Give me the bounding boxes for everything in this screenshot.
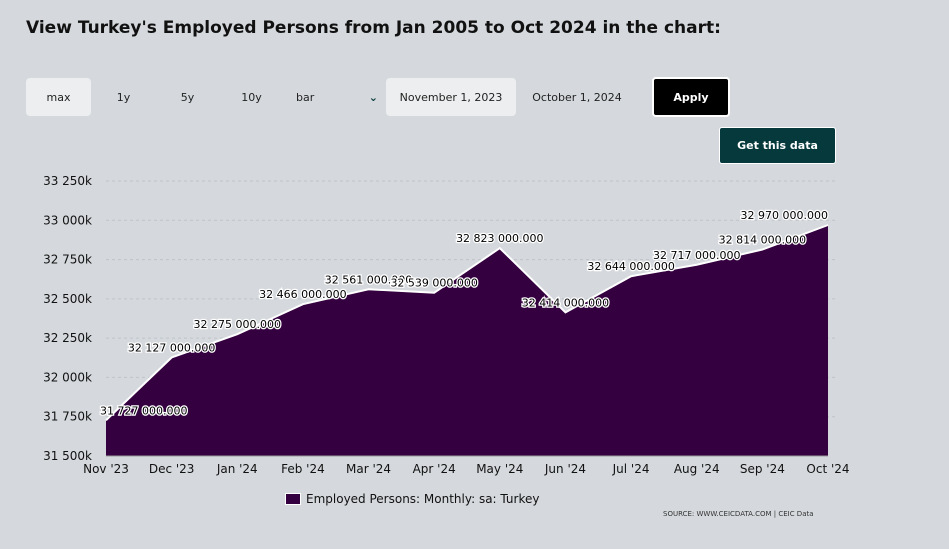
data-label: 31 727 000.000 [100, 404, 187, 417]
x-tick-label: Jan '24 [216, 462, 258, 476]
area-series [106, 225, 828, 456]
y-tick-label: 31 750k [43, 410, 92, 424]
x-tick-label: Nov '23 [83, 462, 129, 476]
x-tick-label: Dec '23 [149, 462, 195, 476]
y-tick-label: 32 250k [43, 331, 92, 345]
range-max-button[interactable]: max [26, 78, 91, 116]
data-label: 32 970 000.000 [741, 209, 828, 222]
chart-type-value: bar [296, 90, 315, 104]
start-date-input[interactable]: November 1, 2023 [386, 78, 516, 116]
range-10y-button[interactable]: 10y [241, 90, 262, 104]
x-tick-label: Oct '24 [806, 462, 849, 476]
page-title: View Turkey's Employed Persons from Jan … [26, 18, 721, 38]
get-this-data-button[interactable]: Get this data [719, 127, 836, 164]
y-tick-label: 32 750k [43, 253, 92, 267]
data-label: 32 414 000.000 [522, 296, 609, 309]
source-note: SOURCE: WWW.CEICDATA.COM | CEIC Data [663, 510, 814, 518]
y-tick-label: 31 500k [43, 449, 92, 463]
x-tick-label: May '24 [476, 462, 523, 476]
x-tick-label: Sep '24 [740, 462, 785, 476]
data-label: 32 814 000.000 [719, 234, 806, 247]
legend-label: Employed Persons: Monthly: sa: Turkey [306, 492, 540, 506]
data-label: 32 717 000.000 [653, 249, 740, 262]
x-tick-label: Mar '24 [346, 462, 391, 476]
x-tick-label: Jul '24 [612, 462, 650, 476]
range-1y-button[interactable]: 1y [116, 90, 131, 104]
data-label: 32 539 000.000 [390, 277, 477, 290]
y-tick-label: 32 000k [43, 370, 92, 384]
data-label: 32 127 000.000 [128, 341, 215, 354]
y-tick-label: 32 500k [43, 292, 92, 306]
data-label: 32 823 000.000 [456, 232, 543, 245]
chevron-down-icon: ⌄ [368, 90, 378, 104]
chart-type-select[interactable]: bar ⌄ [284, 78, 384, 116]
y-tick-label: 33 250k [43, 174, 92, 188]
end-date-input[interactable]: October 1, 2024 [532, 90, 622, 104]
x-tick-label: Jun '24 [544, 462, 586, 476]
x-tick-label: Feb '24 [281, 462, 325, 476]
data-label: 32 275 000.000 [194, 318, 281, 331]
x-tick-label: Apr '24 [413, 462, 456, 476]
legend-item[interactable]: Employed Persons: Monthly: sa: Turkey [285, 492, 539, 506]
x-tick-label: Aug '24 [674, 462, 720, 476]
data-label: 32 466 000.000 [259, 288, 346, 301]
range-5y-button[interactable]: 5y [180, 90, 195, 104]
data-label: 32 644 000.000 [587, 260, 674, 273]
legend-swatch [285, 493, 301, 505]
data-label: 32 561 000.000 [325, 273, 412, 286]
y-tick-label: 33 000k [43, 213, 92, 227]
series-line [105, 224, 829, 422]
apply-button[interactable]: Apply [652, 77, 730, 117]
